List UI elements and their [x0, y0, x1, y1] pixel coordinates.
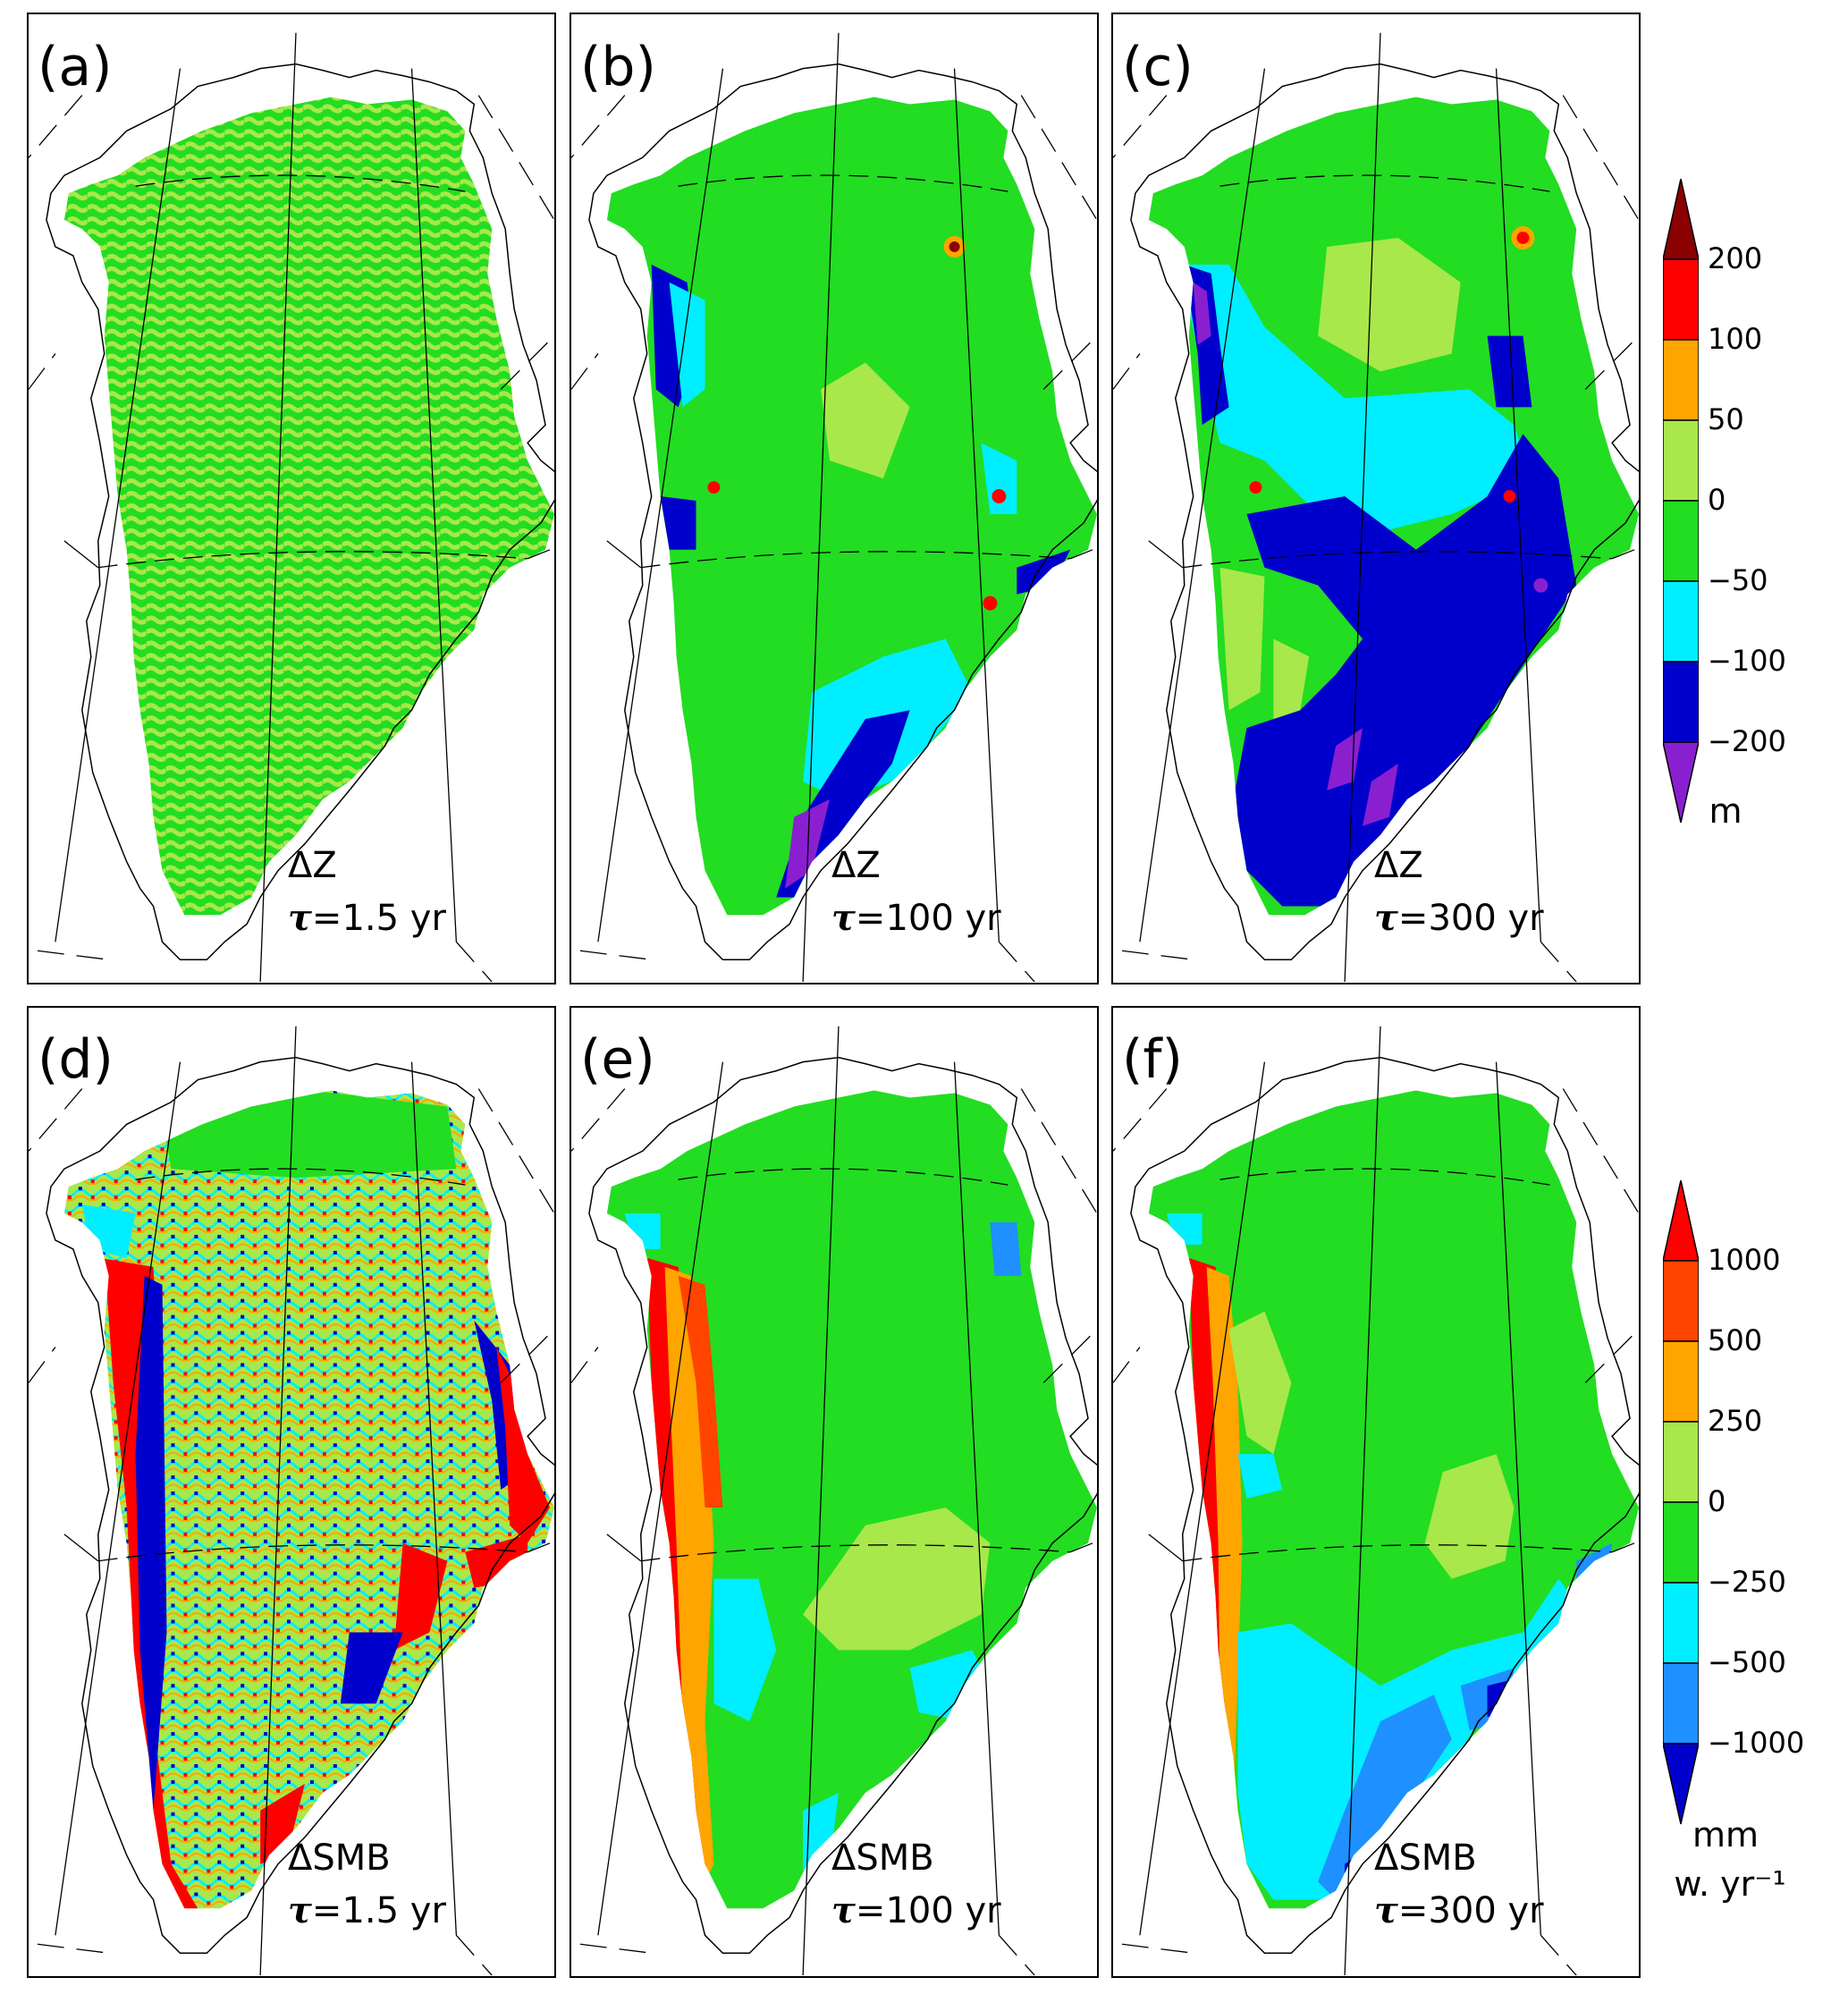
panel-b-map: [570, 13, 1099, 984]
colorbar-segment: [1663, 1180, 1699, 1262]
tau-value: =1.5 yr: [311, 1890, 446, 1931]
variable-label: ΔSMB: [288, 1838, 391, 1879]
panel-label: (b): [580, 36, 656, 98]
colorbar-tick: −500: [1708, 1645, 1786, 1679]
colorbar-unit: m: [1709, 791, 1743, 831]
colorbar-segment: [1663, 339, 1699, 421]
colorbar-segment: [1663, 1340, 1699, 1423]
colorbar-segment: [1663, 1582, 1699, 1664]
tau-symbol: τ: [1374, 897, 1398, 939]
colorbar-segment: [1663, 258, 1699, 341]
panel-label: (d): [38, 1028, 114, 1091]
tau-label: τ=1.5 yr: [288, 897, 446, 939]
panel-label: (c): [1122, 36, 1194, 98]
ice-field: [1148, 97, 1639, 916]
colorbar-tick: −200: [1708, 724, 1786, 758]
tau-label: τ=300 yr: [1374, 1889, 1544, 1931]
variable-label: ΔSMB: [831, 1838, 934, 1879]
tau-symbol: τ: [288, 1889, 312, 1931]
colorbar-unit-secondary: w. yr⁻¹: [1674, 1864, 1786, 1904]
colorbar-tick: −1000: [1708, 1726, 1805, 1760]
tau-label: τ=100 yr: [831, 1889, 1001, 1931]
colorbar-tick: −50: [1708, 563, 1768, 597]
panel-f-map: [1111, 1006, 1641, 1978]
tau-symbol: τ: [288, 897, 312, 939]
panel-c-map: [1111, 13, 1641, 984]
tau-value: =100 yr: [855, 1890, 1001, 1931]
colorbar-segment: [1663, 179, 1699, 260]
panel-label: (a): [38, 36, 113, 98]
colorbar-smb: [1663, 1180, 1699, 1825]
colorbar-tick: 0: [1708, 1484, 1726, 1518]
colorbar-segment: [1663, 1662, 1699, 1745]
colorbar-tick: 100: [1708, 322, 1763, 356]
tau-label: τ=300 yr: [1374, 897, 1544, 939]
colorbar-tick: 0: [1708, 483, 1726, 517]
tau-value: =100 yr: [855, 898, 1001, 939]
colorbar-segment: [1663, 1743, 1699, 1825]
tau-symbol: τ: [831, 897, 856, 939]
colorbar-dz: [1663, 179, 1699, 824]
variable-label: ΔZ: [288, 845, 337, 886]
colorbar-tick: 200: [1708, 241, 1763, 275]
colorbar-unit: mm: [1692, 1815, 1759, 1855]
tau-value: =300 yr: [1397, 1890, 1544, 1931]
colorbar-tick: 250: [1708, 1404, 1763, 1438]
variable-label: ΔZ: [831, 845, 881, 886]
panel-e-map: [570, 1006, 1099, 1978]
colorbar-tick: −250: [1708, 1565, 1786, 1599]
variable-label: ΔZ: [1374, 845, 1423, 886]
colorbar-segment: [1663, 661, 1699, 743]
tau-label: τ=100 yr: [831, 897, 1001, 939]
colorbar-segment: [1663, 419, 1699, 502]
variable-label: ΔSMB: [1374, 1838, 1477, 1879]
colorbar-tick: 50: [1708, 402, 1744, 436]
tau-value: =1.5 yr: [311, 898, 446, 939]
colorbar-tick: 500: [1708, 1323, 1763, 1357]
colorbar-segment: [1663, 1501, 1699, 1584]
panel-d-map: [27, 1006, 556, 1978]
panel-label: (f): [1122, 1028, 1183, 1091]
panel-label: (e): [580, 1028, 655, 1091]
tau-label: τ=1.5 yr: [288, 1889, 446, 1931]
colorbar-segment: [1663, 500, 1699, 582]
colorbar-segment: [1663, 580, 1699, 663]
colorbar-tick: −100: [1708, 644, 1786, 678]
tau-value: =300 yr: [1397, 898, 1544, 939]
colorbar-tick: 1000: [1708, 1243, 1781, 1277]
colorbar-segment: [1663, 1260, 1699, 1342]
tau-symbol: τ: [1374, 1889, 1398, 1931]
tau-symbol: τ: [831, 1889, 856, 1931]
panel-a-map: [27, 13, 556, 984]
colorbar-segment: [1663, 1421, 1699, 1503]
colorbar-segment: [1663, 741, 1699, 824]
